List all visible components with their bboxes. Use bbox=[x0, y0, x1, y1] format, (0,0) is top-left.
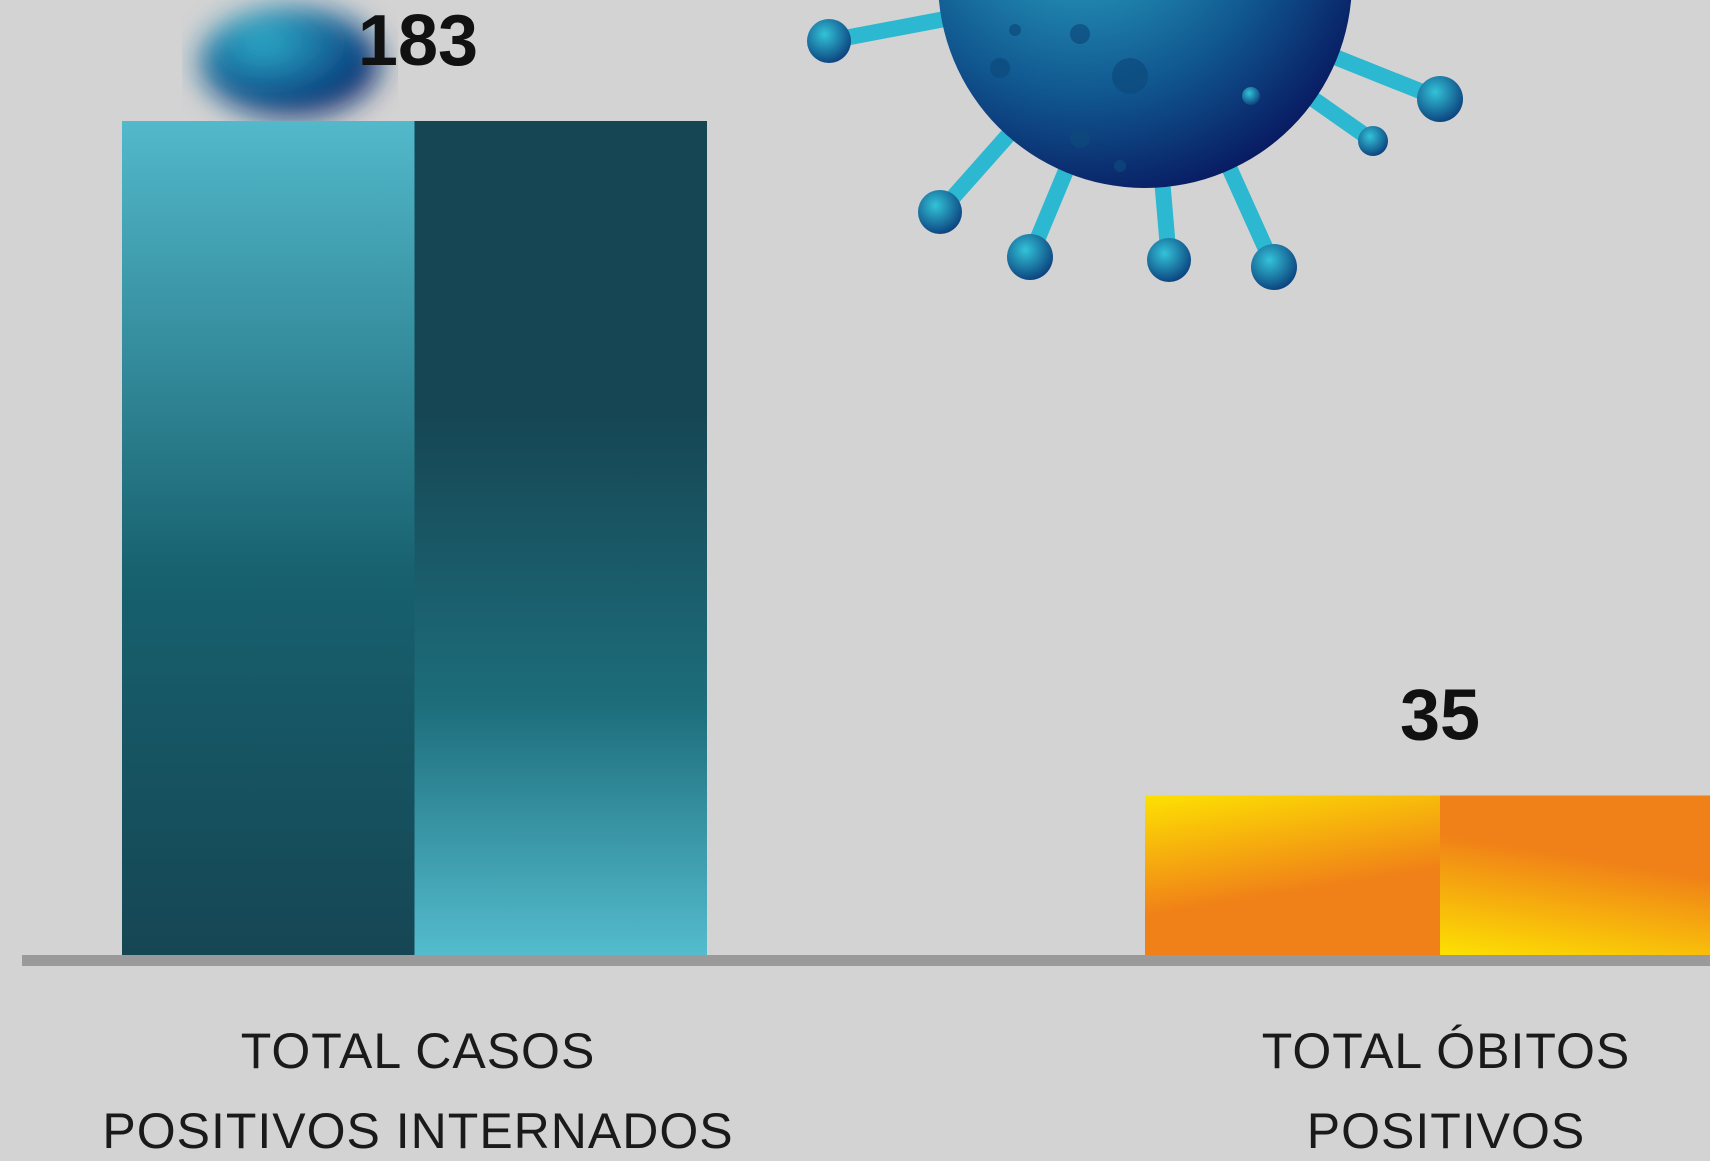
value-label: 35 bbox=[1400, 676, 1480, 756]
bar-right-half bbox=[414, 121, 707, 955]
bar bbox=[1145, 795, 1710, 955]
value-label: 183 bbox=[358, 1, 478, 81]
category-label: TOTAL CASOS bbox=[241, 1023, 596, 1079]
bar-right-half bbox=[1440, 795, 1710, 955]
bar bbox=[122, 121, 707, 955]
virus-illustration bbox=[807, 0, 1463, 290]
baseline bbox=[22, 955, 1710, 966]
category-label: POSITIVOS bbox=[1307, 1103, 1586, 1159]
blurred-virus bbox=[200, 7, 380, 117]
bar-left-half bbox=[1145, 795, 1440, 955]
category-label: POSITIVOS INTERNADOS bbox=[102, 1103, 733, 1159]
bar-left-half bbox=[122, 121, 415, 955]
category-label: TOTAL ÓBITOS bbox=[1262, 1023, 1631, 1079]
